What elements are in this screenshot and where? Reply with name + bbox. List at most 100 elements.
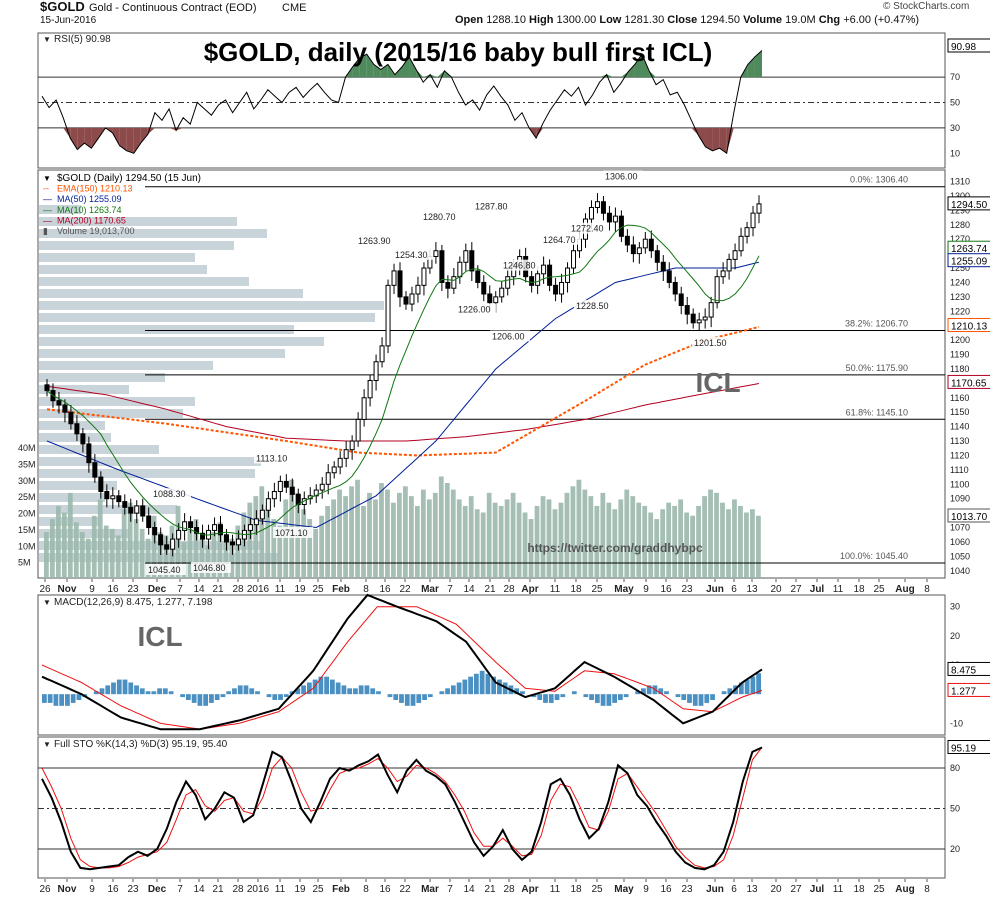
price-tick-1050: 1050 (950, 551, 970, 561)
candle-body (744, 227, 750, 237)
bottom-x-axis-tick: Nov (58, 884, 77, 895)
legend-entry: MA(50) 1255.09 (57, 194, 122, 204)
candle-body (247, 524, 253, 531)
price-label-bg (273, 526, 313, 538)
volume-bar (199, 538, 205, 578)
candle-body (289, 486, 295, 495)
candle-body (349, 440, 355, 451)
main-title: $GOLD, daily (2015/16 baby bull first IC… (204, 37, 713, 67)
candle-body (122, 501, 128, 508)
candle-body (690, 313, 696, 324)
candle-body (223, 534, 229, 543)
macd-hist-bar (456, 682, 462, 695)
macd-hist-bar (485, 673, 491, 695)
rsi-tick-50: 50 (950, 98, 960, 108)
volume-bar (594, 505, 600, 578)
candle-body (463, 250, 469, 263)
macd-hist-bar (416, 694, 422, 703)
macd-hist-bar (99, 688, 105, 695)
macd-hist-bar (520, 691, 525, 695)
sto-panel-frame (37, 736, 946, 879)
price-label: 1045.40 (148, 565, 181, 575)
bottom-x-axis-tick: Dec (148, 884, 167, 895)
price-x-axis-tick: 21 (484, 584, 496, 595)
macd-hist-bar (65, 694, 70, 706)
volume-profile-bar (39, 385, 129, 394)
volume-bar (612, 509, 618, 578)
price-x-axis-tick: 16 (379, 584, 391, 595)
price-label: 1206.00 (492, 331, 525, 341)
rsi-oversold-fill (691, 127, 699, 136)
volume-profile-bar (39, 373, 165, 382)
price-tick-1160: 1160 (950, 393, 969, 403)
price-label-bg (490, 330, 530, 342)
icl-macd-annotation: ICL (137, 621, 182, 652)
macd-hist-bar (571, 691, 577, 695)
macd-hist-bar (47, 694, 53, 703)
candle-body (529, 276, 535, 286)
macd-hist-bar (312, 679, 318, 695)
bottom-x-axis-tick: 16 (660, 884, 672, 895)
macd-hist-bar (704, 694, 710, 703)
volume-bar (253, 496, 259, 578)
macd-hist-bar (514, 688, 520, 695)
macd-hist-bar (606, 694, 612, 706)
volume-bar (49, 519, 55, 578)
rsi-oversold-fill (133, 127, 141, 154)
volume-bar (708, 489, 713, 578)
macd-hist-bar (42, 694, 47, 703)
candle-body (218, 524, 224, 536)
candle-body (128, 506, 134, 514)
volume-bar (462, 505, 468, 578)
candle-body (660, 261, 666, 272)
candle-body (331, 466, 337, 474)
macd-hist-bar (376, 691, 381, 695)
price-label: 1306.00 (605, 171, 638, 181)
rsi-overbought-fill (380, 64, 388, 78)
volume-bar (468, 496, 474, 578)
macd-hist-bar (151, 691, 157, 695)
macd-hist-bar (450, 685, 456, 695)
candle-body (80, 433, 86, 445)
volume-bar (73, 522, 79, 578)
rsi-overbought-fill (754, 50, 762, 78)
volume-bar (157, 532, 163, 578)
rsi-last-value: 90.98 (951, 42, 976, 53)
macd-hist-bar (249, 688, 255, 695)
price-label: 1287.80 (475, 202, 508, 212)
low-value: 1281.30 (624, 14, 665, 26)
sto-legend: Full STO %K(14,3) %D(3) 95.19, 95.40 (54, 739, 228, 750)
price-axis-label-box (947, 318, 990, 333)
price-tick-1220: 1220 (950, 306, 970, 316)
candle-body (277, 480, 283, 492)
macd-hist-bar (583, 694, 589, 698)
volume-profile-bar (39, 469, 255, 478)
price-x-axis-tick: Jul (810, 584, 825, 595)
price-label-bg (501, 259, 541, 271)
macd-hist-bar (237, 685, 243, 695)
rsi-legend: RSI(5) 90.98 (54, 34, 111, 45)
rsi-oversold-fill (126, 127, 134, 154)
price-label-bg (254, 452, 294, 464)
rsi-oversold-fill (140, 127, 148, 144)
volume-bar (564, 492, 570, 578)
candle-body (726, 258, 732, 272)
macd-hist-bar (439, 691, 445, 695)
volume-bar (744, 512, 749, 578)
candle-body (606, 212, 612, 223)
price-x-axis-tick: 25 (591, 584, 603, 595)
rsi-overbought-fill (416, 69, 424, 78)
volume-bar (432, 492, 438, 578)
price-label: 1272.40 (571, 224, 604, 234)
fib-label: 100.0%: 1045.40 (840, 551, 908, 561)
macd-hist-bar (197, 694, 203, 706)
candle-body (421, 267, 427, 286)
macd-tick--10: -10 (950, 718, 963, 728)
price-tick-1250: 1250 (950, 263, 970, 273)
volume-bar (420, 489, 426, 578)
macd-hist-bar (560, 694, 566, 698)
sto-k-line (41, 746, 763, 871)
volume-bar (397, 492, 402, 578)
macd-hist-bar (687, 694, 692, 703)
